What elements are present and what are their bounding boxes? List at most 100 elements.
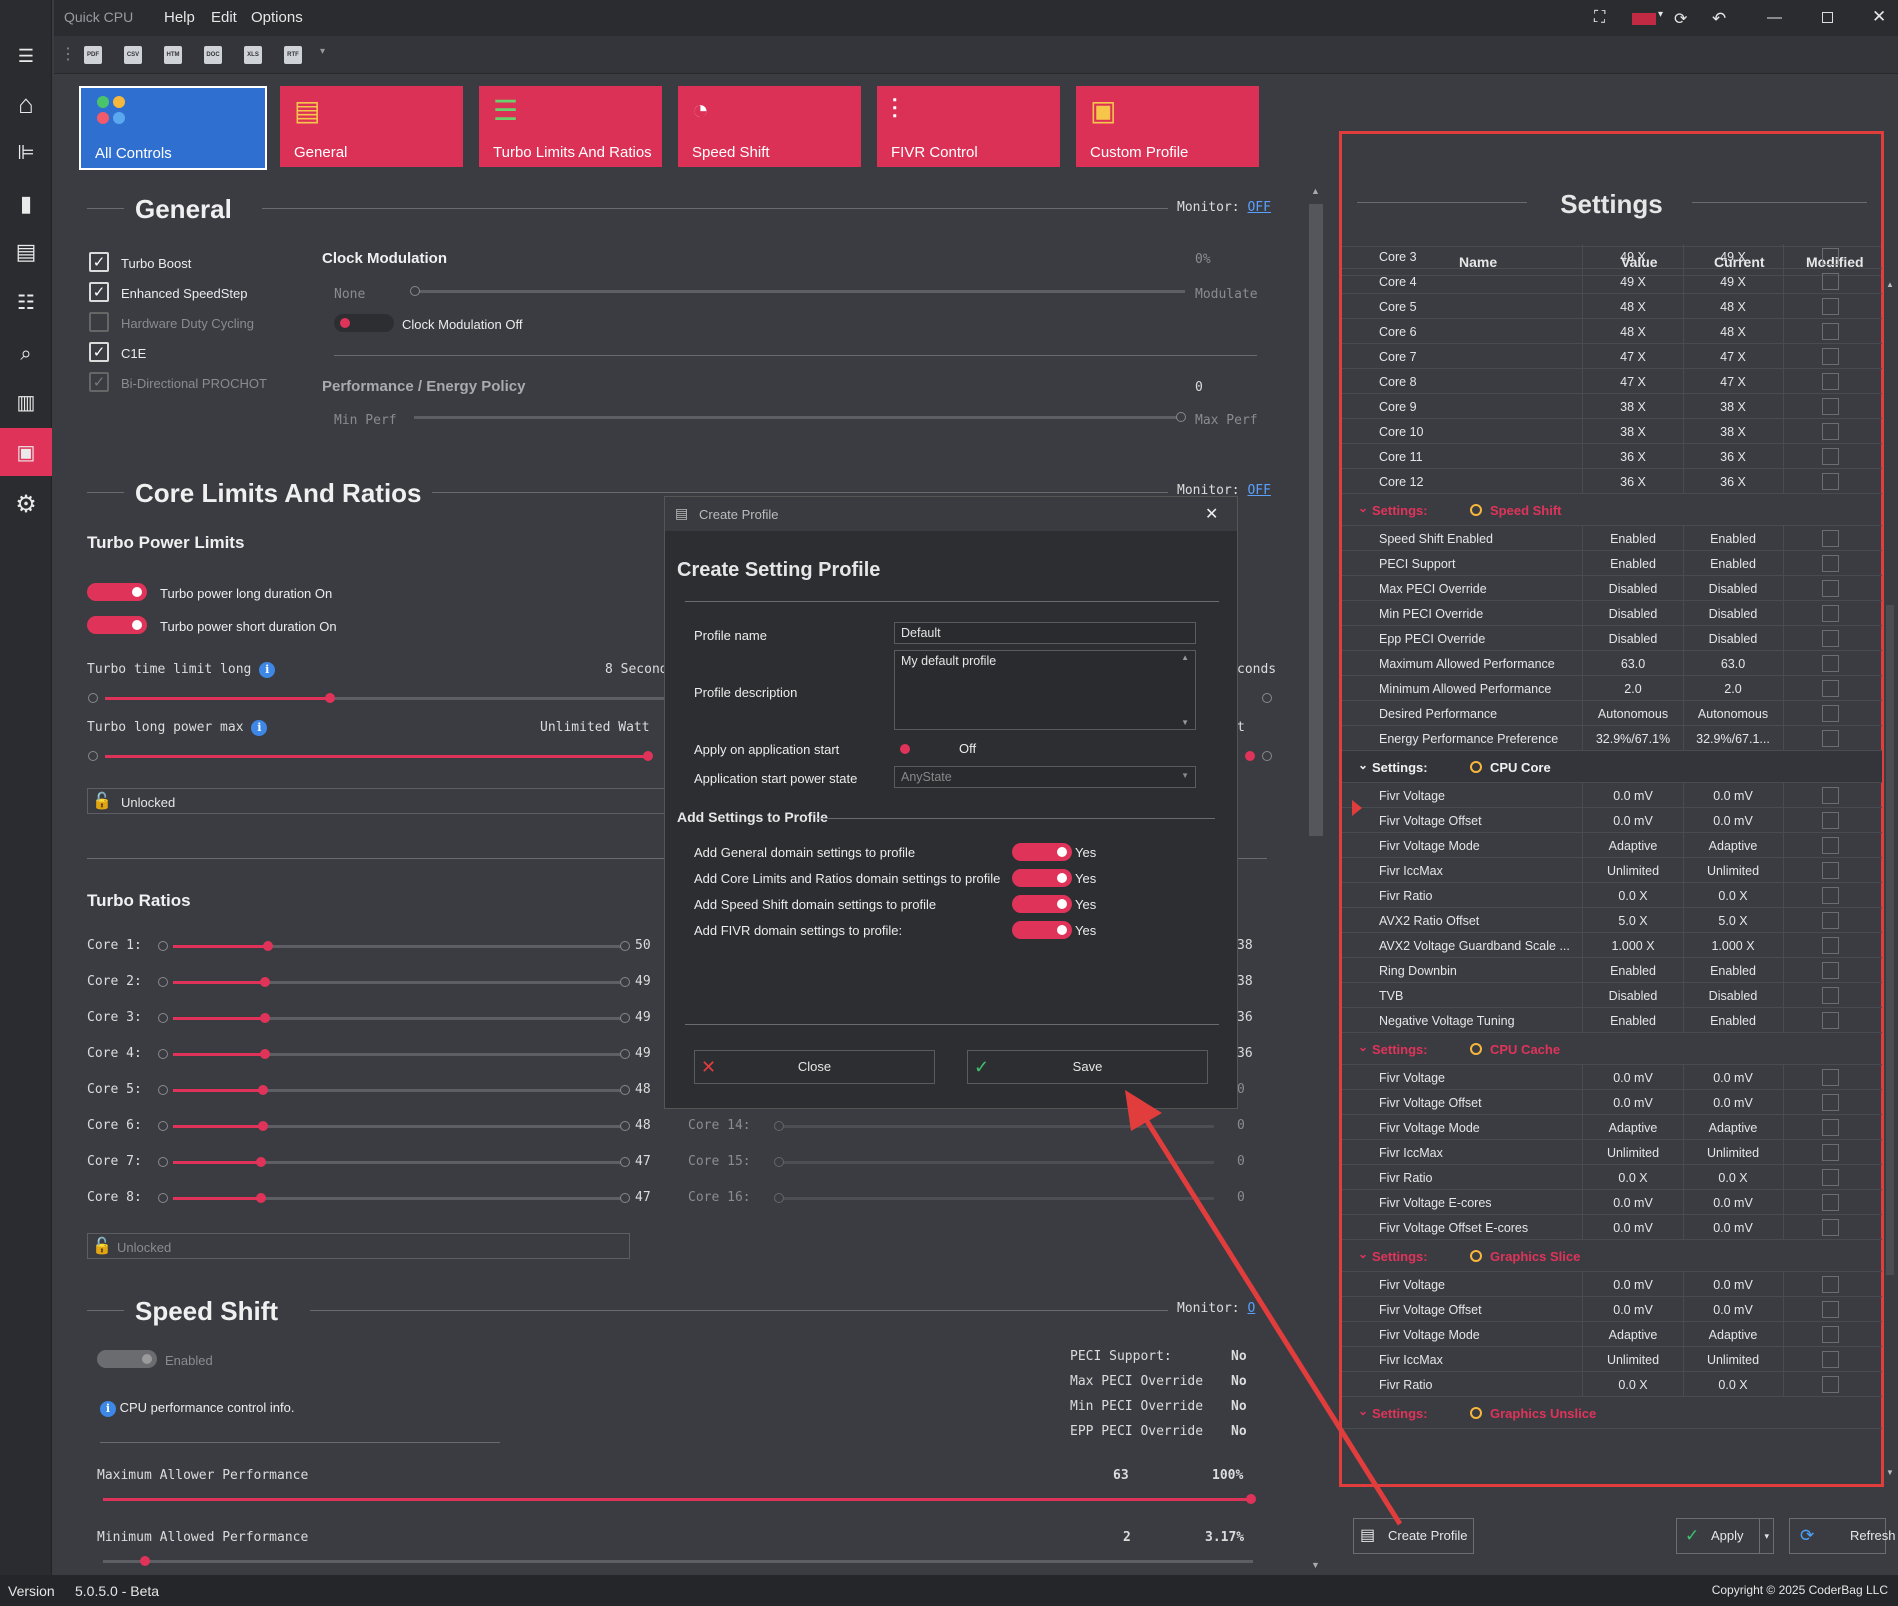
core-ratio-slider[interactable] <box>261 1197 623 1200</box>
apply-button[interactable]: ✓ Apply ▾ <box>1676 1518 1774 1554</box>
modified-checkbox[interactable] <box>1822 1194 1839 1211</box>
modified-checkbox[interactable] <box>1822 398 1839 415</box>
grid-scroll-up-icon[interactable]: ▲ <box>1886 280 1894 289</box>
modified-checkbox[interactable] <box>1822 1351 1839 1368</box>
add-setting-toggle[interactable] <box>1012 869 1072 887</box>
modified-checkbox[interactable] <box>1822 448 1839 465</box>
turbo-ratio-lock[interactable]: 🔓 Unlocked <box>87 1233 630 1259</box>
modified-checkbox[interactable] <box>1822 423 1839 440</box>
info-icon[interactable]: i <box>251 720 268 736</box>
core-ratio-slider[interactable] <box>784 1197 1214 1200</box>
modified-checkbox[interactable] <box>1822 298 1839 315</box>
modified-checkbox[interactable] <box>1822 787 1839 804</box>
settings-group-header[interactable]: ⌄ Settings: CPU Cache <box>1342 1033 1882 1065</box>
power-max-thumb[interactable] <box>643 751 653 761</box>
xls-export-icon[interactable]: XLS <box>244 46 262 64</box>
core-ratio-thumb[interactable] <box>260 1013 270 1023</box>
modified-checkbox[interactable] <box>1822 273 1839 290</box>
toolbar-more-icon[interactable]: ▾ <box>320 46 326 57</box>
core-ratio-slider[interactable] <box>263 1125 623 1128</box>
profile-name-input[interactable]: Default <box>894 622 1196 644</box>
modified-checkbox[interactable] <box>1822 1169 1839 1186</box>
hamburger-menu-icon[interactable]: ☰ <box>17 45 35 66</box>
modified-checkbox[interactable] <box>1822 605 1839 622</box>
modified-checkbox[interactable] <box>1822 1276 1839 1293</box>
flag-icon[interactable] <box>1632 13 1656 25</box>
modified-checkbox[interactable] <box>1822 812 1839 829</box>
col-name[interactable]: Name <box>1459 254 1498 270</box>
core-ratio-slider[interactable] <box>261 1161 623 1164</box>
modified-checkbox[interactable] <box>1822 248 1839 265</box>
book-icon[interactable]: ▥ <box>16 391 36 414</box>
modified-checkbox[interactable] <box>1822 1219 1839 1236</box>
csv-export-icon[interactable]: CSV <box>124 46 142 64</box>
tile-speed-shift[interactable]: ◔ Speed Shift <box>678 86 861 167</box>
add-setting-toggle[interactable] <box>1012 895 1072 913</box>
chevron-down-icon[interactable]: ⌄ <box>1358 1404 1369 1418</box>
search-document-icon[interactable]: ⌕ <box>20 342 32 365</box>
core-ratio-slider-fill[interactable] <box>173 1089 263 1092</box>
info-icon[interactable]: i <box>100 1401 116 1417</box>
modified-checkbox[interactable] <box>1822 655 1839 672</box>
dialog-close-icon[interactable]: ✕ <box>1205 506 1219 523</box>
modified-checkbox[interactable] <box>1822 1012 1839 1029</box>
modified-checkbox[interactable] <box>1822 987 1839 1004</box>
modified-checkbox[interactable] <box>1822 630 1839 647</box>
modified-checkbox[interactable] <box>1822 373 1839 390</box>
perf-policy-thumb[interactable] <box>1176 412 1186 422</box>
apply-dropdown-icon[interactable]: ▾ <box>1759 1519 1769 1553</box>
maximize-icon[interactable] <box>1822 12 1833 23</box>
modified-checkbox[interactable] <box>1822 705 1839 722</box>
slider-thumb[interactable] <box>774 1121 784 1131</box>
perf-policy-slider[interactable] <box>414 416 1185 419</box>
modified-checkbox[interactable] <box>1822 348 1839 365</box>
clock-mod-slider[interactable] <box>414 290 1185 293</box>
tile-fivr-control[interactable]: ⫶ FIVR Control <box>877 86 1060 167</box>
core-ratio-slider[interactable] <box>265 1017 623 1020</box>
create-profile-button[interactable]: ▤ Create Profile <box>1353 1518 1474 1554</box>
chevron-down-icon[interactable]: ▾ <box>1658 9 1664 20</box>
col-modified[interactable]: Modified <box>1806 254 1864 270</box>
speed-shift-toggle[interactable] <box>97 1350 157 1368</box>
turbo-short-toggle[interactable] <box>87 616 147 634</box>
max-perf-slider[interactable] <box>103 1498 1253 1501</box>
profile-icon[interactable]: ▣ <box>0 428 52 476</box>
turbo-long-toggle[interactable] <box>87 583 147 601</box>
min-perf-slider[interactable] <box>103 1560 1253 1563</box>
core-ratio-slider[interactable] <box>263 1089 623 1092</box>
home-icon[interactable]: ⌂ <box>18 88 34 119</box>
modified-checkbox[interactable] <box>1822 1301 1839 1318</box>
modified-checkbox[interactable] <box>1822 680 1839 697</box>
core-ratio-slider[interactable] <box>265 981 623 984</box>
monitor-toggle-link[interactable]: OFF <box>1247 483 1271 498</box>
modified-checkbox[interactable] <box>1822 473 1839 490</box>
add-setting-toggle[interactable] <box>1012 921 1072 939</box>
core-ratio-slider[interactable] <box>784 1161 1214 1164</box>
core-ratio-thumb[interactable] <box>258 1121 268 1131</box>
dialog-close-button[interactable]: ✕ Close <box>694 1050 935 1084</box>
modified-checkbox[interactable] <box>1822 730 1839 747</box>
core-ratio-slider-fill[interactable] <box>173 945 268 948</box>
grid-scroll-down-icon[interactable]: ▼ <box>1886 1468 1894 1477</box>
modified-checkbox[interactable] <box>1822 937 1839 954</box>
col-value[interactable]: Value <box>1621 254 1658 270</box>
power-state-select[interactable]: AnyState ▼ <box>894 766 1196 788</box>
prochot-checkbox[interactable]: ✓ <box>89 372 109 392</box>
screenshot-icon[interactable]: ⛶ <box>1594 9 1606 26</box>
profile-description-input[interactable]: My default profile ▲ ▼ <box>894 650 1196 730</box>
add-setting-toggle[interactable] <box>1012 843 1072 861</box>
modified-checkbox[interactable] <box>1822 912 1839 929</box>
grid-scrollbar[interactable] <box>1886 605 1894 1275</box>
gear-icon[interactable]: ⚙ <box>15 490 37 518</box>
settings-group-header[interactable]: ⌄ Settings: Graphics Unslice <box>1342 1397 1882 1429</box>
scroll-down-icon[interactable]: ▼ <box>1311 1560 1320 1570</box>
core-ratio-thumb[interactable] <box>256 1157 266 1167</box>
power-max-slider-fill[interactable] <box>105 755 650 758</box>
modified-checkbox[interactable] <box>1822 1119 1839 1136</box>
hdc-checkbox[interactable] <box>89 312 109 332</box>
core-ratio-slider-fill[interactable] <box>173 1125 263 1128</box>
c1e-checkbox[interactable]: ✓ <box>89 342 109 362</box>
modified-checkbox[interactable] <box>1822 1094 1839 1111</box>
doc-export-icon[interactable]: DOC <box>204 46 222 64</box>
apply-on-start-toggle[interactable] <box>894 740 952 758</box>
